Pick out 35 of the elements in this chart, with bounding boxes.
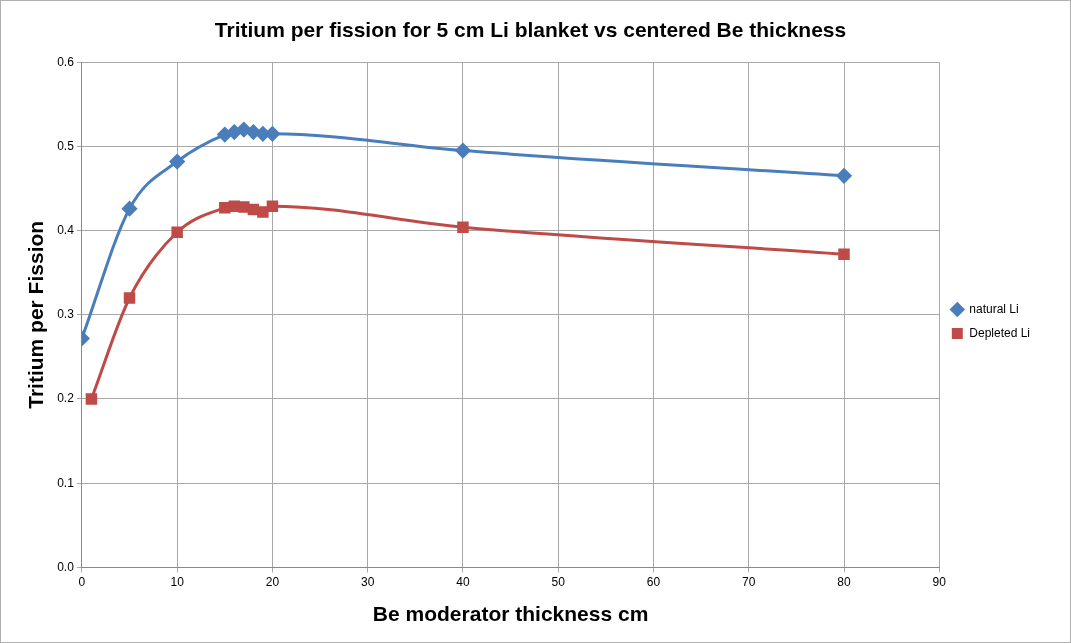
point xyxy=(838,248,850,260)
y-axis-title: Tritium per Fission xyxy=(24,220,48,409)
y-tick-label: 0.0 xyxy=(57,559,75,574)
y-tick-label: 0.6 xyxy=(57,54,75,69)
point xyxy=(171,226,183,239)
x-axis-title: Be moderator thickness cm xyxy=(372,602,649,626)
point xyxy=(266,200,279,212)
x-tick-label: 50 xyxy=(551,574,566,589)
point xyxy=(836,168,852,184)
y-tick-label: 0.1 xyxy=(57,475,75,490)
x-tick-label: 30 xyxy=(361,574,375,589)
x-tick-label: 10 xyxy=(170,574,185,589)
y-tick-label: 0.3 xyxy=(57,307,75,322)
x-tick-label: 70 xyxy=(742,574,756,589)
point xyxy=(122,201,138,217)
point xyxy=(85,393,98,405)
point xyxy=(219,202,231,214)
x-tick-label: 20 xyxy=(265,574,280,589)
y-tick-label: 0.2 xyxy=(57,391,75,406)
x-tick-label: 80 xyxy=(837,574,852,589)
point xyxy=(123,292,136,304)
legend-label: natural Li xyxy=(969,301,1019,316)
point xyxy=(457,221,469,233)
point xyxy=(169,154,185,170)
x-tick-label: 60 xyxy=(646,574,661,589)
chart-title: Tritium per fission for 5 cm Li blanket vs centered Be thickness xyxy=(214,18,847,42)
x-tick-label: 90 xyxy=(932,574,947,589)
point xyxy=(455,143,471,159)
x-tick-label: 0 xyxy=(78,574,86,589)
legend-label: Depleted Li xyxy=(969,325,1031,340)
y-tick-label: 0.5 xyxy=(57,138,75,153)
point xyxy=(238,201,250,213)
y-tick-label: 0.4 xyxy=(57,222,75,237)
x-tick-label: 40 xyxy=(456,574,470,589)
point xyxy=(257,206,269,218)
